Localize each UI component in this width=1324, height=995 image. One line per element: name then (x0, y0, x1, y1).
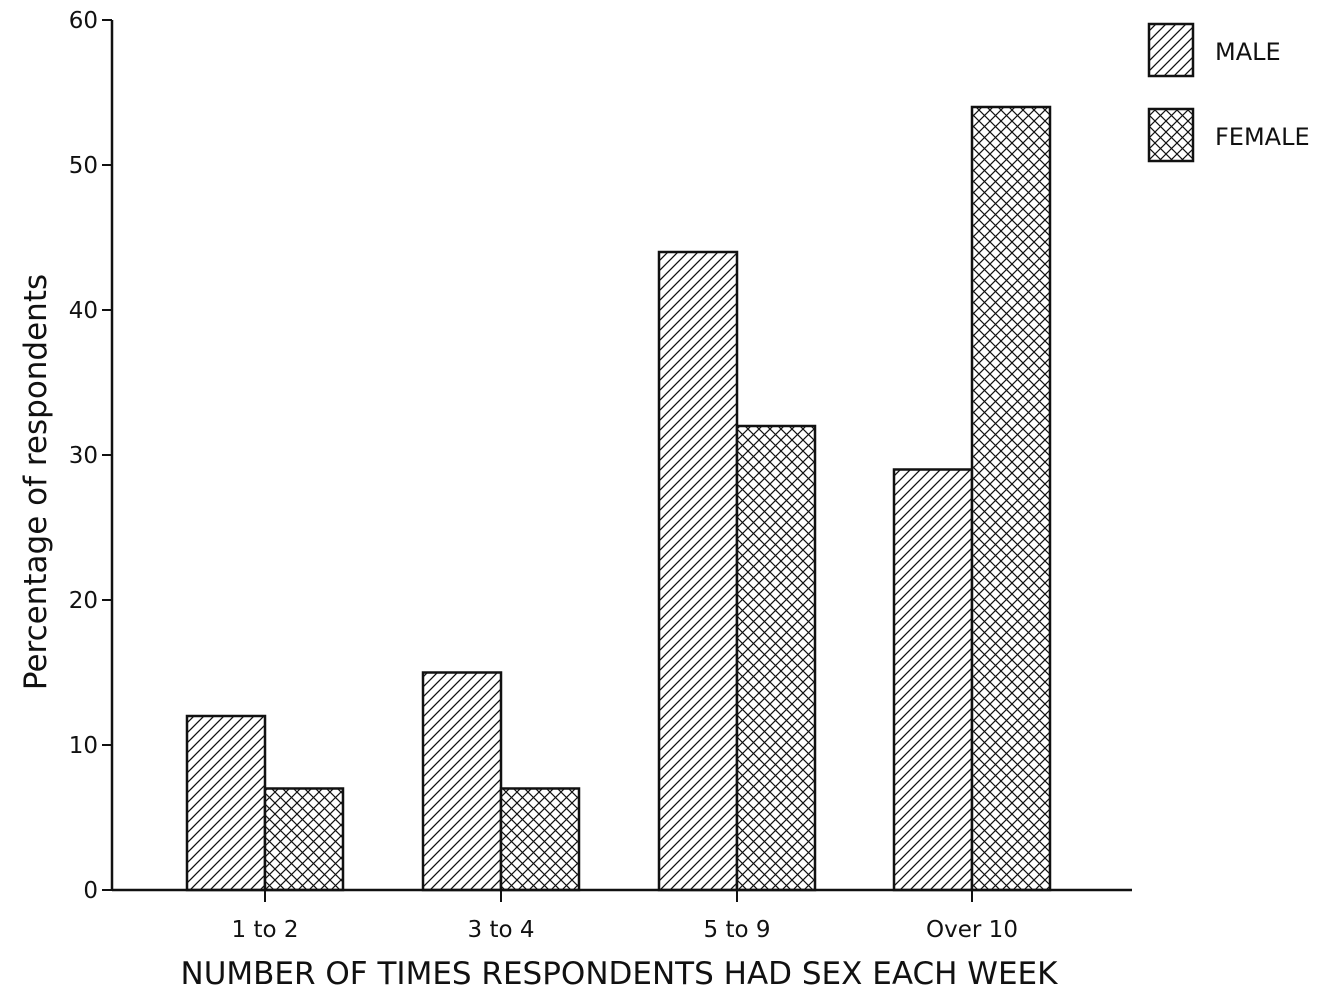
y-tick-label: 60 (69, 8, 98, 34)
x-tick-label: 1 to 2 (232, 917, 299, 943)
legend-swatch-female (1147, 107, 1195, 163)
bar-female-1 (263, 787, 345, 892)
y-axis-ticks: 0 10 20 30 40 50 60 (69, 8, 112, 904)
x-axis-title: NUMBER OF TIMES RESPONDENTS HAD SEX EACH… (181, 956, 1059, 992)
y-tick-label: 50 (69, 153, 98, 179)
legend: MALE FEMALE (1147, 22, 1310, 163)
legend-swatch-male (1147, 22, 1195, 78)
y-tick-label: 20 (69, 588, 98, 614)
bars-group (185, 105, 1052, 892)
y-tick-label: 40 (69, 298, 98, 324)
bar-male-2 (421, 671, 503, 892)
legend-label-male: MALE (1215, 38, 1281, 66)
bar-male-1 (185, 714, 267, 892)
bar-male-4 (892, 468, 974, 892)
x-tick-label: 5 to 9 (704, 917, 771, 943)
bar-male-3 (657, 250, 739, 892)
bar-female-4 (970, 105, 1052, 892)
bar-female-2 (499, 787, 581, 892)
y-tick-label: 0 (83, 878, 98, 904)
y-tick-label: 30 (69, 443, 98, 469)
x-tick-label: Over 10 (926, 917, 1018, 943)
y-axis-title: Percentage of respondents (18, 274, 54, 690)
x-tick-label: 3 to 4 (468, 917, 535, 943)
legend-label-female: FEMALE (1215, 123, 1310, 151)
y-tick-label: 10 (69, 733, 98, 759)
x-axis-ticks: 1 to 2 3 to 4 5 to 9 Over 10 (232, 890, 1018, 943)
bar-female-3 (735, 424, 817, 892)
